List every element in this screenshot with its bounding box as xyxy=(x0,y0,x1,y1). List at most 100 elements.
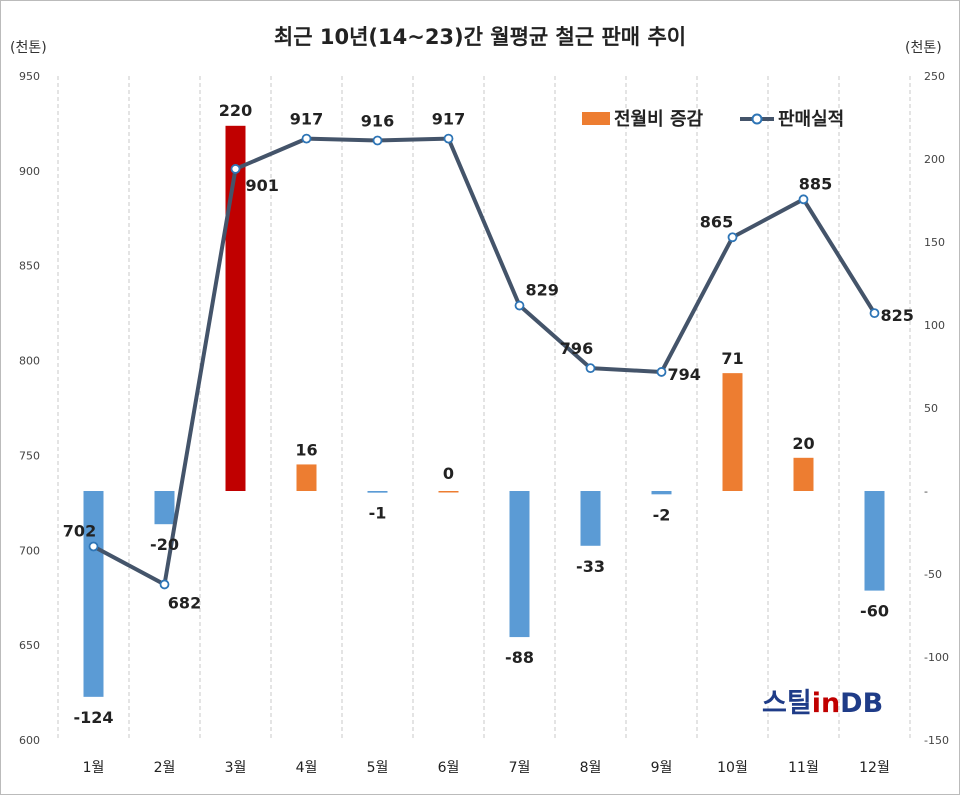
sales-line xyxy=(88,133,880,590)
x-tick-label: 2월 xyxy=(154,760,176,776)
x-tick-label: 9월 xyxy=(651,760,673,776)
right-tick-label: - xyxy=(924,485,928,498)
sales-line-point xyxy=(88,541,99,552)
legend-label-sales: 판매실적 xyxy=(778,109,844,130)
right-tick-label: -50 xyxy=(924,568,942,581)
x-tick-label: 4월 xyxy=(296,760,318,776)
change-bar xyxy=(864,491,885,591)
right-tick-label: -100 xyxy=(924,651,949,664)
x-tick-label: 11월 xyxy=(788,760,819,776)
change-bar-label: -88 xyxy=(505,648,534,667)
sales-line-point xyxy=(159,579,170,590)
change-bar-labels: -124 -20 220 16 -1 0 -88 -33 -2 71 20 -60 xyxy=(73,101,888,727)
sales-line-point xyxy=(727,232,738,243)
sales-line-label: 682 xyxy=(168,593,201,612)
steelindb-logo: 스틸inDB xyxy=(762,688,883,719)
legend-label-change: 전월비 증감 xyxy=(614,109,704,130)
change-bar xyxy=(722,373,743,491)
left-tick-label: 850 xyxy=(19,260,40,273)
change-bar xyxy=(225,125,246,492)
sales-line-point xyxy=(585,363,596,374)
right-tick-label: -150 xyxy=(924,734,949,747)
left-tick-label: 800 xyxy=(19,355,40,368)
left-tick-label: 950 xyxy=(19,70,40,83)
sales-line-point xyxy=(514,300,525,311)
change-bar-label: 71 xyxy=(721,349,743,368)
chart-title: 최근 10년(14~23)간 월평균 철근 판매 추이 xyxy=(274,25,686,49)
sales-line-point xyxy=(656,367,667,377)
left-tick-label: 700 xyxy=(19,544,40,557)
change-bar-label: -1 xyxy=(369,504,387,523)
x-tick-label: 3월 xyxy=(225,760,247,776)
logo-part-1: 스틸 xyxy=(762,688,812,719)
change-bar-label: 0 xyxy=(443,464,454,483)
left-tick-label: 750 xyxy=(19,449,40,462)
x-tick-label: 8월 xyxy=(580,760,602,776)
x-tick-label: 1월 xyxy=(83,760,105,776)
right-axis-unit: (천톤) xyxy=(905,40,942,56)
gridlines xyxy=(57,76,911,740)
x-tick-label: 7월 xyxy=(509,760,531,776)
change-bars xyxy=(83,125,885,697)
right-tick-label: 150 xyxy=(924,236,945,249)
svg-text:스틸inDB: 스틸inDB xyxy=(762,688,883,719)
left-axis: 600 650 700 750 800 850 900 950 xyxy=(19,70,40,747)
legend-swatch-change xyxy=(582,112,610,125)
change-bar xyxy=(154,491,175,525)
change-bar xyxy=(367,491,388,493)
x-tick-label: 12월 xyxy=(859,760,890,776)
sales-line-label: 917 xyxy=(432,110,465,129)
sales-line-point xyxy=(443,133,454,144)
sales-line-labels: 702 682 901 917 916 917 829 796 794 865 885 825 xyxy=(63,110,914,613)
left-tick-label: 600 xyxy=(19,734,40,747)
x-tick-label: 5월 xyxy=(367,760,389,776)
sales-line-label: 794 xyxy=(668,365,701,384)
sales-line-label: 885 xyxy=(799,174,832,193)
sales-line-point xyxy=(869,308,880,319)
right-tick-label: 100 xyxy=(924,319,945,332)
sales-line-point xyxy=(798,194,809,205)
change-bar xyxy=(580,491,601,546)
x-axis: 1월 2월 3월 4월 5월 6월 7월 8월 9월 10월 11월 12월 xyxy=(83,760,890,776)
sales-line-path xyxy=(92,136,877,587)
sales-line-label: 829 xyxy=(526,281,559,300)
sales-line-label: 796 xyxy=(560,339,593,358)
left-tick-label: 650 xyxy=(19,639,40,652)
sales-line-label: 901 xyxy=(246,176,279,195)
change-bar xyxy=(296,464,317,491)
sales-line-point xyxy=(372,135,383,146)
right-tick-label: 50 xyxy=(924,402,938,415)
change-bar-label: -20 xyxy=(150,535,179,554)
change-bar-label: 16 xyxy=(295,440,317,459)
left-tick-label: 900 xyxy=(19,165,40,178)
left-axis-unit: (천톤) xyxy=(10,40,47,56)
right-tick-label: 200 xyxy=(924,153,945,166)
change-bar-label: -33 xyxy=(576,557,605,576)
change-bar xyxy=(651,491,672,495)
change-bar-label: -60 xyxy=(860,602,889,621)
legend-marker-sales xyxy=(751,113,763,125)
sales-line-label: 865 xyxy=(700,212,733,231)
change-bar xyxy=(509,491,530,638)
x-tick-label: 10월 xyxy=(717,760,748,776)
change-bar xyxy=(793,457,814,491)
change-bar xyxy=(438,491,459,493)
right-tick-label: 250 xyxy=(924,70,945,83)
change-bar-label: 20 xyxy=(792,434,814,453)
x-tick-label: 6월 xyxy=(438,760,460,776)
logo-part-3: DB xyxy=(840,688,883,719)
change-bar-label: 220 xyxy=(219,101,252,120)
change-bar xyxy=(83,491,104,697)
sales-line-label: 825 xyxy=(881,306,914,325)
sales-line-point xyxy=(230,164,241,174)
sales-line-label: 916 xyxy=(361,112,394,131)
sales-line-label: 917 xyxy=(290,110,323,129)
sales-line-point xyxy=(301,133,312,144)
legend: 전월비 증감 판매실적 xyxy=(582,109,844,130)
change-bar-label: -2 xyxy=(653,505,671,524)
sales-line-label: 702 xyxy=(63,521,96,540)
change-bar-label: -124 xyxy=(73,708,113,727)
